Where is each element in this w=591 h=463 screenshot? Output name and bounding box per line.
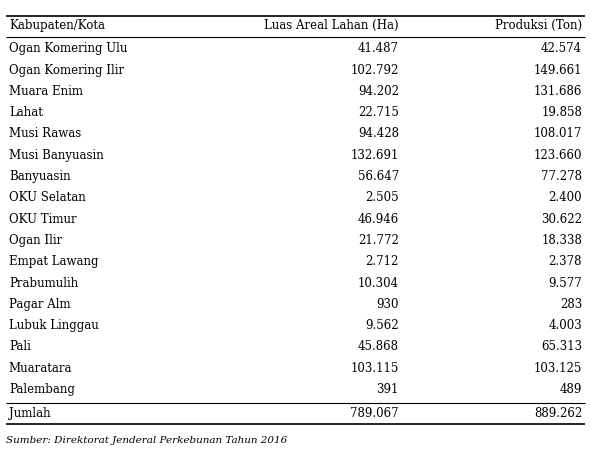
Text: Ogan Komering Ilir: Ogan Komering Ilir [9, 63, 124, 76]
Text: 41.487: 41.487 [358, 42, 399, 55]
Text: 132.691: 132.691 [350, 149, 399, 162]
Text: 103.125: 103.125 [534, 362, 582, 375]
Text: 789.067: 789.067 [350, 407, 399, 420]
Text: Produksi (Ton): Produksi (Ton) [495, 19, 582, 32]
Text: 102.792: 102.792 [350, 63, 399, 76]
Text: Musi Banyuasin: Musi Banyuasin [9, 149, 103, 162]
Text: 42.574: 42.574 [541, 42, 582, 55]
Text: Musi Rawas: Musi Rawas [9, 127, 81, 140]
Text: OKU Timur: OKU Timur [9, 213, 76, 225]
Text: Ogan Komering Ulu: Ogan Komering Ulu [9, 42, 127, 55]
Text: Muaratara: Muaratara [9, 362, 72, 375]
Text: 123.660: 123.660 [534, 149, 582, 162]
Text: Sumber: Direktorat Jenderal Perkebunan Tahun 2016: Sumber: Direktorat Jenderal Perkebunan T… [6, 436, 287, 444]
Text: 2.505: 2.505 [365, 191, 399, 204]
Text: 94.428: 94.428 [358, 127, 399, 140]
Text: 18.338: 18.338 [541, 234, 582, 247]
Text: 56.647: 56.647 [358, 170, 399, 183]
Text: OKU Selatan: OKU Selatan [9, 191, 86, 204]
Text: 10.304: 10.304 [358, 276, 399, 289]
Text: 94.202: 94.202 [358, 85, 399, 98]
Text: Palembang: Palembang [9, 383, 74, 396]
Text: 889.262: 889.262 [534, 407, 582, 420]
Text: 149.661: 149.661 [534, 63, 582, 76]
Text: 108.017: 108.017 [534, 127, 582, 140]
Text: 19.858: 19.858 [541, 106, 582, 119]
Text: 45.868: 45.868 [358, 340, 399, 353]
Text: Jumlah: Jumlah [9, 407, 50, 420]
Text: 30.622: 30.622 [541, 213, 582, 225]
Text: 103.115: 103.115 [350, 362, 399, 375]
Text: 22.715: 22.715 [358, 106, 399, 119]
Text: Lubuk Linggau: Lubuk Linggau [9, 319, 99, 332]
Text: Lahat: Lahat [9, 106, 43, 119]
Text: 283: 283 [560, 298, 582, 311]
Text: Prabumulih: Prabumulih [9, 276, 78, 289]
Text: 391: 391 [376, 383, 399, 396]
Text: Ogan Ilir: Ogan Ilir [9, 234, 62, 247]
Text: Muara Enim: Muara Enim [9, 85, 83, 98]
Text: 9.577: 9.577 [548, 276, 582, 289]
Text: 131.686: 131.686 [534, 85, 582, 98]
Text: 77.278: 77.278 [541, 170, 582, 183]
Text: 2.378: 2.378 [548, 255, 582, 268]
Text: 4.003: 4.003 [548, 319, 582, 332]
Text: Luas Areal Lahan (Ha): Luas Areal Lahan (Ha) [264, 19, 399, 32]
Text: Pagar Alm: Pagar Alm [9, 298, 70, 311]
Text: 9.562: 9.562 [365, 319, 399, 332]
Text: 2.400: 2.400 [548, 191, 582, 204]
Text: Banyuasin: Banyuasin [9, 170, 70, 183]
Text: Pali: Pali [9, 340, 31, 353]
Text: 65.313: 65.313 [541, 340, 582, 353]
Text: 21.772: 21.772 [358, 234, 399, 247]
Text: Kabupaten/Kota: Kabupaten/Kota [9, 19, 105, 32]
Text: 46.946: 46.946 [358, 213, 399, 225]
Text: 930: 930 [376, 298, 399, 311]
Text: 2.712: 2.712 [366, 255, 399, 268]
Text: Empat Lawang: Empat Lawang [9, 255, 98, 268]
Text: 489: 489 [560, 383, 582, 396]
